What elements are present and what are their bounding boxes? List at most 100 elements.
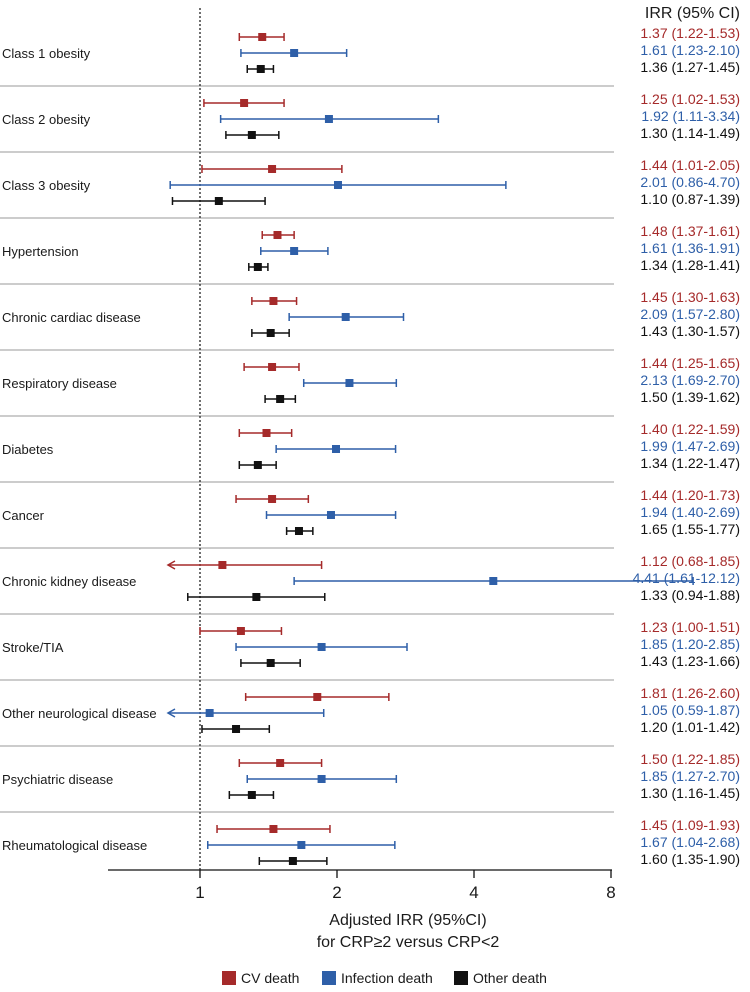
legend-item-infection: Infection death [322,970,433,986]
row-label: Hypertension [2,244,79,259]
point-estimate [258,33,267,41]
point-estimate [313,693,322,701]
row-label: Respiratory disease [2,376,117,391]
point-estimate [489,577,498,585]
ci-value-cv: 1.45 (1.30-1.63) [640,289,740,305]
x-tick-label: 2 [332,883,341,902]
x-axis-title-line2: for CRP≥2 versus CRP<2 [317,934,500,951]
point-estimate [253,263,262,271]
point-estimate [273,231,282,239]
x-axis-title-line1: Adjusted IRR (95%CI) [329,912,486,929]
point-estimate [266,329,275,337]
row-label: Rheumatological disease [2,838,147,853]
ci-value-other: 1.43 (1.30-1.57) [640,323,740,339]
point-estimate [236,627,245,635]
ci-arrow-left [166,560,176,570]
point-estimate [317,775,326,783]
row-label: Class 1 obesity [2,46,91,61]
point-estimate [341,313,350,321]
row-label: Psychiatric disease [2,772,113,787]
row-label: Other neurological disease [2,706,157,721]
point-estimate [252,593,261,601]
estimate-infection [293,577,694,585]
estimate-cv [216,825,331,833]
point-estimate [218,561,227,569]
row-label: Stroke/TIA [2,640,64,655]
x-tick-label: 4 [469,883,478,902]
ci-value-cv: 1.25 (1.02-1.53) [640,91,740,107]
ci-value-other: 1.34 (1.22-1.47) [640,455,740,471]
estimate-cv [199,627,283,635]
estimate-infection [302,379,398,387]
ci-arrow-left [166,708,176,718]
estimate-other [248,263,269,271]
point-estimate [266,659,275,667]
point-estimate [288,857,297,865]
ci-value-cv: 1.44 (1.25-1.65) [640,355,740,371]
ci-value-other: 1.50 (1.39-1.62) [640,389,740,405]
ci-value-cv: 1.81 (1.26-2.60) [640,685,740,701]
legend-item-other: Other death [454,970,547,986]
estimate-infection [235,643,408,651]
estimate-cv [238,33,285,41]
x-tick-label: 1 [195,883,204,902]
estimate-infection [240,49,348,57]
row-label: Chronic cardiac disease [2,310,141,325]
legend-item-cv: CV death [222,970,299,986]
legend-label: Other death [473,970,547,986]
point-estimate [247,791,256,799]
estimate-other [246,65,275,73]
ci-value-infection: 1.85 (1.20-2.85) [640,636,740,652]
ci-value-other: 1.20 (1.01-1.42) [640,719,740,735]
x-tick-label: 8 [606,883,615,902]
ci-value-infection: 1.61 (1.23-2.10) [640,42,740,58]
estimate-other [285,527,314,535]
point-estimate [294,527,303,535]
ci-value-infection: 1.61 (1.36-1.91) [640,240,740,256]
point-estimate [253,461,262,469]
row-label: Class 2 obesity [2,112,91,127]
ci-value-infection: 2.09 (1.57-2.80) [640,306,740,322]
estimate-infection [219,115,440,123]
ci-value-cv: 1.50 (1.22-1.85) [640,751,740,767]
x-axis: 1 2 4 8 Adjusted IRR (95%CI) for CRP≥2 versus… [108,869,616,951]
ci-value-infection: 1.85 (1.27-2.70) [640,768,740,784]
estimate-infection [207,841,396,849]
ci-value-cv: 1.48 (1.37-1.61) [640,223,740,239]
estimate-infection [288,313,405,321]
estimate-infection [169,181,507,189]
ci-value-other: 1.33 (0.94-1.88) [640,587,740,603]
ci-value-infection: 1.94 (1.40-2.69) [640,504,740,520]
legend-label: CV death [241,970,299,986]
ci-value-other: 1.30 (1.16-1.45) [640,785,740,801]
estimate-cv [203,99,285,107]
point-estimate [214,197,223,205]
row-label: Cancer [2,508,45,523]
point-estimate [326,511,335,519]
estimate-other [228,791,275,799]
estimate-other [187,593,326,601]
estimate-other [251,329,290,337]
ci-value-other: 1.65 (1.55-1.77) [640,521,740,537]
estimate-cv [166,560,323,570]
point-estimate [290,247,299,255]
legend-swatch [222,971,236,985]
point-estimate [268,495,277,503]
ci-value-infection: 2.01 (0.86-4.70) [640,174,740,190]
estimate-other [264,395,297,403]
ci-value-infection: 1.92 (1.11-3.34) [641,108,740,124]
point-estimate [268,363,277,371]
estimate-cv [244,693,390,701]
estimate-cv [201,165,343,173]
ci-value-other: 1.43 (1.23-1.66) [640,653,740,669]
ci-value-other: 1.36 (1.27-1.45) [640,59,740,75]
ci-value-cv: 1.40 (1.22-1.59) [640,421,740,437]
point-estimate [269,825,278,833]
estimate-cv [235,495,310,503]
estimate-cv [251,297,298,305]
legend: CV death Infection death Other death [222,970,547,986]
point-estimate [290,49,299,57]
estimate-cv [243,363,300,371]
point-estimate [276,759,285,767]
